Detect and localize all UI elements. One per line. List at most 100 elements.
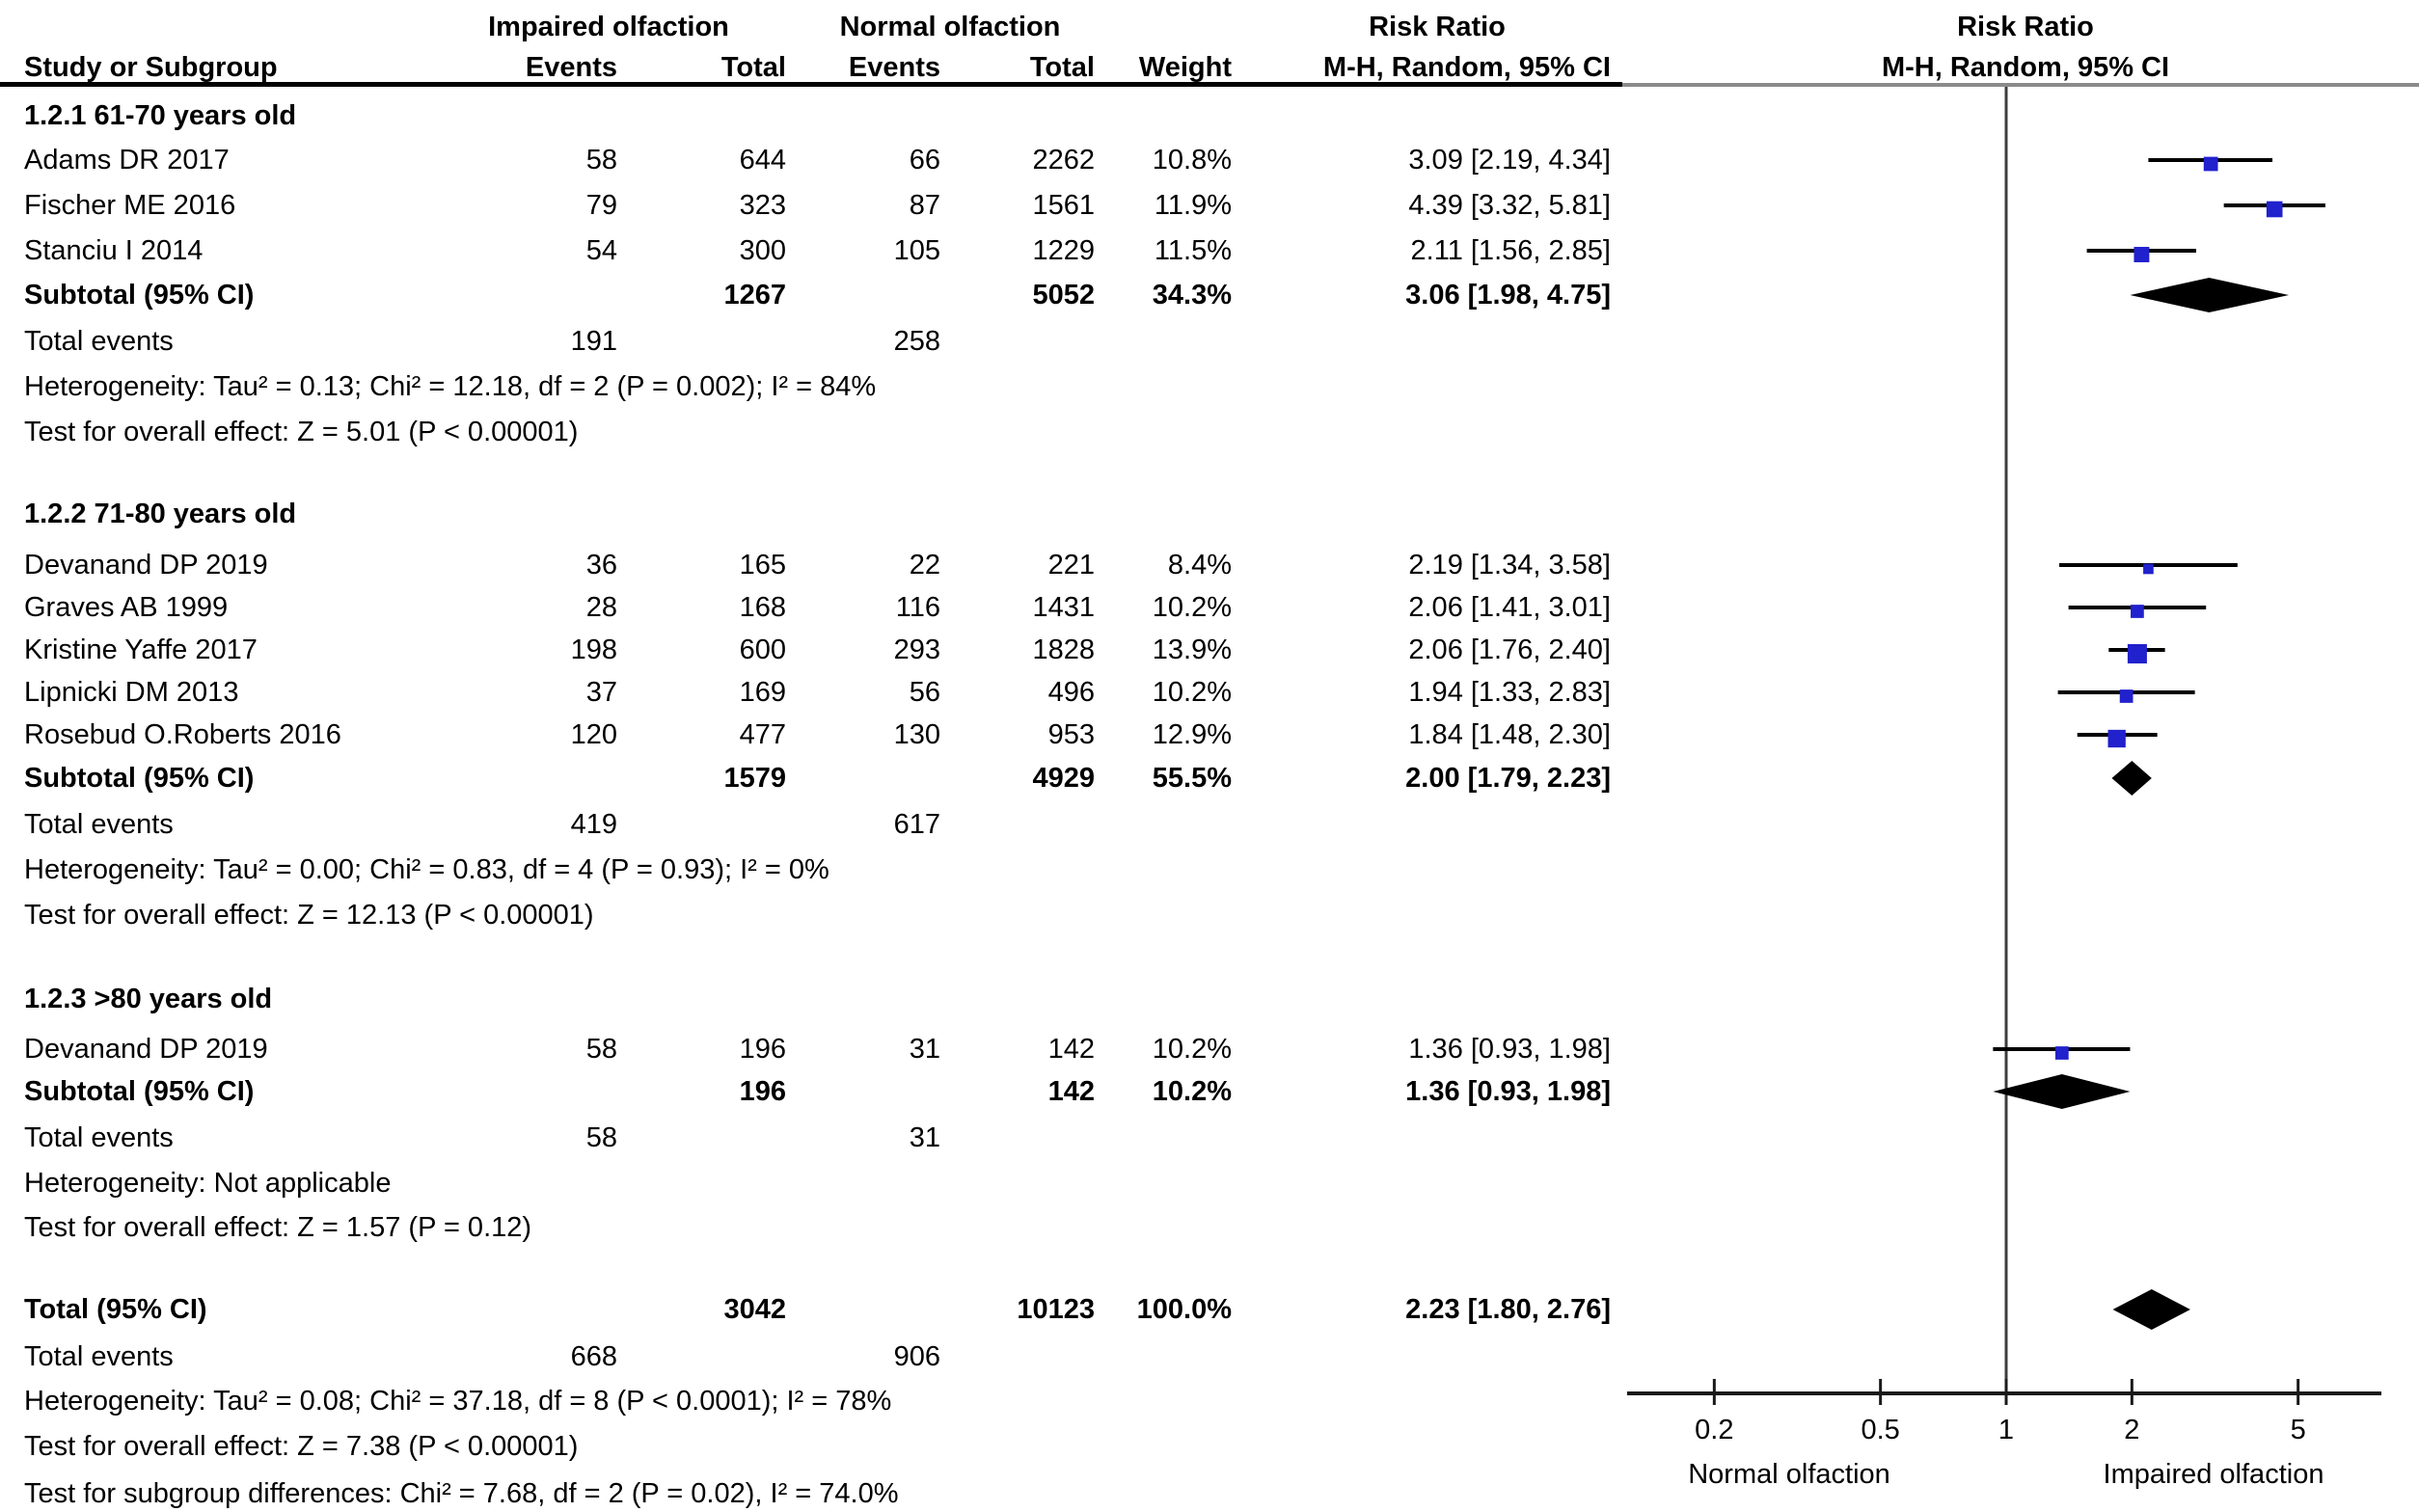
events1-cell: 37 xyxy=(585,677,617,708)
total-events1: 668 xyxy=(570,1341,617,1372)
axis-tick-label: 2 xyxy=(2124,1415,2140,1445)
heterogeneity-note: Heterogeneity: Tau² = 0.08; Chi² = 37.18… xyxy=(24,1386,892,1417)
events1-cell: 58 xyxy=(585,145,617,176)
total-events-label: Total events xyxy=(24,1341,174,1372)
weight-cell: 12.9% xyxy=(1152,719,1232,750)
total-weight: 100.0% xyxy=(1136,1294,1232,1325)
events1-cell: 36 xyxy=(585,550,617,580)
ci-text-cell: 2.06 [1.76, 2.40] xyxy=(1408,634,1611,665)
events2-cell: 31 xyxy=(909,1034,940,1065)
events2-cell: 66 xyxy=(909,145,940,176)
total2-cell: 1229 xyxy=(1032,235,1095,266)
events2-cell: 293 xyxy=(893,634,940,665)
pooled-diamond xyxy=(2112,1289,2190,1330)
effect-square-marker xyxy=(2127,643,2147,664)
total-events2: 906 xyxy=(893,1341,940,1372)
weight-cell: 10.8% xyxy=(1152,145,1232,176)
events2-cell: 116 xyxy=(895,592,940,623)
events1-cell: 120 xyxy=(570,719,617,750)
effect-square-marker xyxy=(2131,605,2144,618)
effect-square-marker xyxy=(2266,201,2283,218)
total2-cell: 496 xyxy=(1047,677,1095,708)
subtotal-weight: 34.3% xyxy=(1152,280,1232,310)
total-events2: 258 xyxy=(893,326,940,357)
total-events-label: Total events xyxy=(24,1122,174,1153)
weight-cell: 10.2% xyxy=(1152,1034,1232,1065)
ci-text-cell: 1.36 [0.93, 1.98] xyxy=(1408,1034,1611,1065)
pooled-diamond xyxy=(2130,278,2290,312)
subtotal-weight: 10.2% xyxy=(1152,1076,1232,1107)
total2-cell: 1561 xyxy=(1032,190,1095,221)
ci-text-cell: 2.11 [1.56, 2.85] xyxy=(1410,235,1611,266)
total1-cell: 477 xyxy=(739,719,786,750)
weight-cell: 10.2% xyxy=(1152,592,1232,623)
subtotal-label: Subtotal (95% CI) xyxy=(24,763,255,794)
column-header-weight: Weight xyxy=(1138,52,1232,83)
subtotal-total1: 1579 xyxy=(723,763,786,794)
effect-square-marker xyxy=(2054,1046,2069,1060)
events2-cell: 105 xyxy=(893,235,940,266)
total2-cell: 953 xyxy=(1047,719,1095,750)
subgroup-differences-note: Test for subgroup differences: Chi² = 7.… xyxy=(24,1478,899,1509)
ci-text-cell: 1.84 [1.48, 2.30] xyxy=(1408,719,1611,750)
total1-cell: 169 xyxy=(739,677,786,708)
study-label: Devanand DP 2019 xyxy=(24,1034,268,1065)
events2-cell: 87 xyxy=(909,190,940,221)
group1-header: Impaired olfaction xyxy=(488,12,729,42)
overall-effect-note: Test for overall effect: Z = 7.38 (P < 0… xyxy=(24,1431,579,1462)
heterogeneity-note: Heterogeneity: Not applicable xyxy=(24,1168,392,1199)
ci-text-cell: 4.39 [3.32, 5.81] xyxy=(1408,190,1611,221)
overall-effect-note: Test for overall effect: Z = 12.13 (P < … xyxy=(24,900,594,931)
weight-cell: 10.2% xyxy=(1152,677,1232,708)
section-title: 1.2.1 61-70 years old xyxy=(24,100,297,131)
events2-cell: 22 xyxy=(909,550,940,580)
subtotal-label: Subtotal (95% CI) xyxy=(24,280,255,310)
total2-cell: 1431 xyxy=(1032,592,1095,623)
study-label: Adams DR 2017 xyxy=(24,145,230,176)
total2-cell: 142 xyxy=(1047,1034,1095,1065)
total1-cell: 323 xyxy=(739,190,786,221)
study-label: Lipnicki DM 2013 xyxy=(24,677,239,708)
events1-cell: 198 xyxy=(570,634,617,665)
study-label: Rosebud O.Roberts 2016 xyxy=(24,719,341,750)
total1-cell: 300 xyxy=(739,235,786,266)
group2-header: Normal olfaction xyxy=(839,12,1061,42)
column-header-mh-ci-left: M-H, Random, 95% CI xyxy=(1322,52,1611,83)
subtotal-weight: 55.5% xyxy=(1152,763,1232,794)
total-total1: 3042 xyxy=(723,1294,786,1325)
subtotal-ci-text: 2.00 [1.79, 2.23] xyxy=(1405,763,1611,794)
total1-cell: 168 xyxy=(739,592,786,623)
total-events-label: Total events xyxy=(24,809,174,840)
total2-cell: 221 xyxy=(1047,550,1095,580)
total1-cell: 196 xyxy=(739,1034,786,1065)
total1-cell: 600 xyxy=(739,634,786,665)
study-label: Devanand DP 2019 xyxy=(24,550,268,580)
total2-cell: 2262 xyxy=(1032,145,1095,176)
study-label: Kristine Yaffe 2017 xyxy=(24,634,258,665)
column-header-mh-ci-right: M-H, Random, 95% CI xyxy=(1881,52,2170,83)
effect-square-marker xyxy=(2143,563,2154,575)
weight-cell: 8.4% xyxy=(1167,550,1232,580)
total-events1: 419 xyxy=(570,809,617,840)
total-ci-text: 2.23 [1.80, 2.76] xyxy=(1405,1294,1611,1325)
subtotal-label: Subtotal (95% CI) xyxy=(24,1076,255,1107)
effect-square-marker xyxy=(2134,247,2150,262)
column-header-total2: Total xyxy=(1029,52,1095,83)
header-underline-left xyxy=(0,82,1622,87)
axis-right-label: Impaired olfaction xyxy=(2103,1459,2324,1490)
total1-cell: 165 xyxy=(739,550,786,580)
ci-text-cell: 2.19 [1.34, 3.58] xyxy=(1408,550,1611,580)
axis-tick-label: 0.2 xyxy=(1695,1415,1734,1445)
section-title: 1.2.2 71-80 years old xyxy=(24,499,297,529)
heterogeneity-note: Heterogeneity: Tau² = 0.13; Chi² = 12.18… xyxy=(24,371,877,402)
axis-left-label: Normal olfaction xyxy=(1688,1459,1890,1490)
subtotal-ci-text: 1.36 [0.93, 1.98] xyxy=(1405,1076,1611,1107)
column-header-events2: Events xyxy=(848,52,940,83)
subtotal-total2: 5052 xyxy=(1032,280,1095,310)
header-underline-right xyxy=(1622,83,2419,87)
total1-cell: 644 xyxy=(739,145,786,176)
ci-text-cell: 2.06 [1.41, 3.01] xyxy=(1408,592,1611,623)
weight-cell: 11.9% xyxy=(1154,190,1232,221)
